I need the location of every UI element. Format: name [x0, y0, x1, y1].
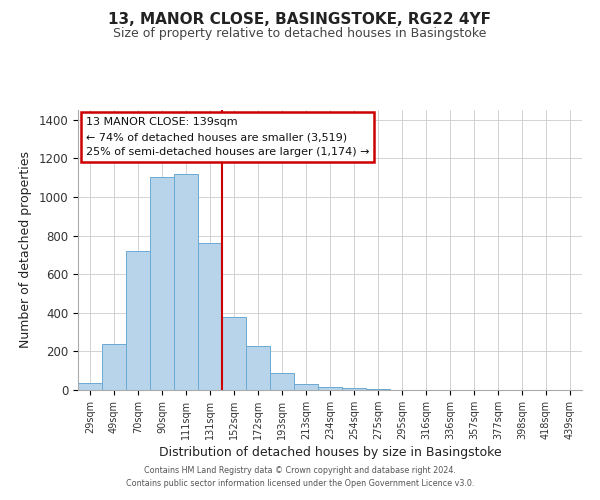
Bar: [294, 384, 318, 390]
Y-axis label: Number of detached properties: Number of detached properties: [19, 152, 32, 348]
X-axis label: Distribution of detached houses by size in Basingstoke: Distribution of detached houses by size …: [158, 446, 502, 459]
Text: Contains HM Land Registry data © Crown copyright and database right 2024.
Contai: Contains HM Land Registry data © Crown c…: [126, 466, 474, 487]
Bar: [270, 372, 294, 390]
Text: 13, MANOR CLOSE, BASINGSTOKE, RG22 4YF: 13, MANOR CLOSE, BASINGSTOKE, RG22 4YF: [109, 12, 491, 28]
Bar: [174, 174, 198, 390]
Bar: [198, 243, 222, 390]
Bar: [246, 346, 270, 390]
Bar: [150, 176, 174, 390]
Text: Size of property relative to detached houses in Basingstoke: Size of property relative to detached ho…: [113, 28, 487, 40]
Bar: [102, 344, 126, 390]
Text: 13 MANOR CLOSE: 139sqm
← 74% of detached houses are smaller (3,519)
25% of semi-: 13 MANOR CLOSE: 139sqm ← 74% of detached…: [86, 117, 369, 158]
Bar: [222, 316, 246, 390]
Bar: [126, 251, 150, 390]
Bar: [78, 383, 102, 390]
Bar: [342, 388, 366, 390]
Bar: [318, 386, 342, 390]
